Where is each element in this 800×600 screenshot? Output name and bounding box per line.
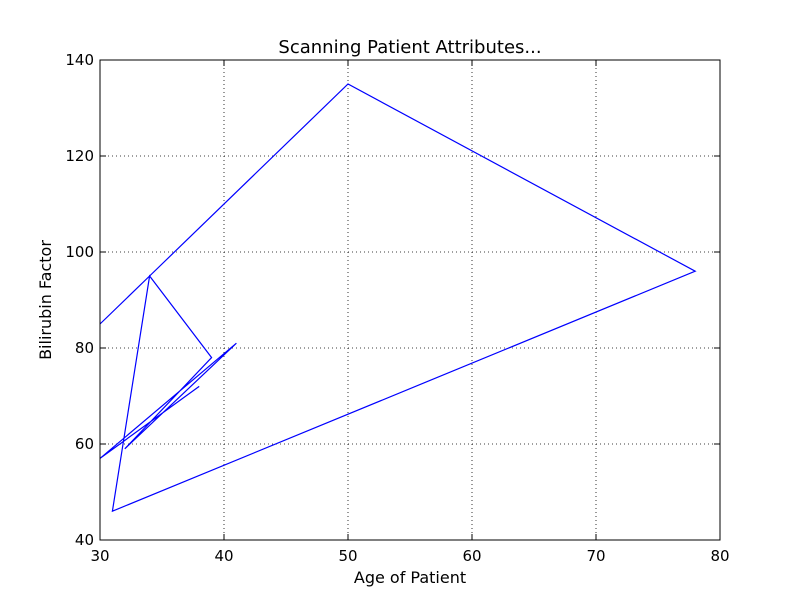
x-tick-label: 50 xyxy=(338,547,357,565)
y-tick-label: 140 xyxy=(65,51,94,69)
y-tick-label: 120 xyxy=(65,147,94,165)
chart-title: Scanning Patient Attributes... xyxy=(278,37,541,58)
x-tick-label: 80 xyxy=(710,547,729,565)
x-tick-label: 30 xyxy=(90,547,109,565)
grid xyxy=(100,60,720,540)
series-layer xyxy=(99,83,697,513)
y-axis-label: Bilirubin Factor xyxy=(36,240,55,360)
series-line xyxy=(99,83,697,513)
x-tick-label: 40 xyxy=(214,547,233,565)
y-tick-label: 40 xyxy=(75,531,94,549)
x-tick-label: 70 xyxy=(586,547,605,565)
y-tick-label: 60 xyxy=(75,435,94,453)
y-tick-label: 100 xyxy=(65,243,94,261)
x-axis-label: Age of Patient xyxy=(354,568,466,587)
x-tick-label: 60 xyxy=(462,547,481,565)
y-tick-label: 80 xyxy=(75,339,94,357)
plot-frame xyxy=(99,59,721,541)
